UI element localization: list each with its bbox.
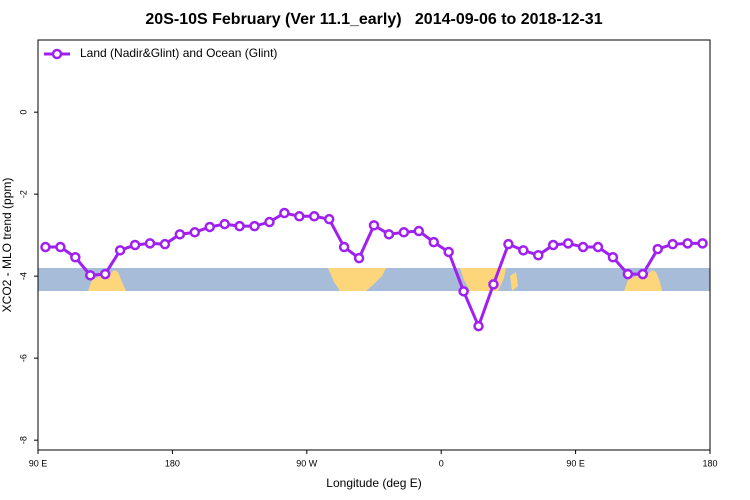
data-point bbox=[70, 252, 81, 263]
data-point bbox=[368, 220, 380, 231]
data-point bbox=[547, 239, 559, 251]
data-point bbox=[503, 238, 514, 250]
data-point bbox=[562, 238, 574, 249]
data-point bbox=[309, 211, 320, 222]
data-point bbox=[458, 286, 469, 297]
data-point bbox=[592, 241, 604, 253]
data-point bbox=[338, 241, 350, 253]
land-region bbox=[328, 268, 386, 291]
data-point bbox=[428, 236, 439, 248]
x-tick-label: 90 W bbox=[296, 458, 318, 468]
data-point bbox=[667, 238, 678, 250]
y-axis-label: XCO2 - MLO trend (ppm) bbox=[0, 178, 14, 313]
data-point bbox=[85, 270, 96, 281]
data-point bbox=[234, 220, 245, 232]
data-point bbox=[443, 246, 454, 258]
land-region bbox=[510, 272, 518, 291]
x-tick-label: 180 bbox=[165, 458, 180, 468]
y-tick-label: 0 bbox=[18, 110, 28, 115]
y-tick-label: -8 bbox=[18, 436, 28, 444]
data-point bbox=[413, 225, 425, 237]
legend-label: Land (Nadir&Glint) and Ocean (Glint) bbox=[80, 46, 277, 60]
data-point bbox=[518, 245, 529, 256]
data-point bbox=[129, 239, 141, 251]
data-point bbox=[294, 211, 305, 222]
x-tick-label: 90 E bbox=[566, 458, 585, 468]
chart-title: 20S-10S February (Ver 11.1_early) 2014-0… bbox=[145, 11, 602, 28]
data-point bbox=[219, 218, 230, 230]
x-tick-label: 90 E bbox=[29, 458, 48, 468]
data-point bbox=[114, 245, 126, 256]
data-point bbox=[533, 250, 544, 261]
data-point bbox=[249, 220, 260, 232]
data-point bbox=[697, 238, 708, 249]
map-strip bbox=[38, 268, 710, 291]
data-point bbox=[652, 243, 663, 255]
y-tick-label: -2 bbox=[18, 190, 28, 198]
y-tick-label: -4 bbox=[18, 272, 28, 280]
data-point bbox=[353, 252, 365, 264]
x-tick-label: 0 bbox=[439, 458, 444, 468]
data-point bbox=[144, 238, 156, 249]
data-point bbox=[174, 229, 186, 240]
data-point bbox=[99, 268, 111, 280]
data-point bbox=[189, 227, 201, 238]
data-point bbox=[383, 229, 395, 240]
land-region bbox=[88, 270, 126, 291]
data-point bbox=[637, 268, 649, 280]
data-point bbox=[488, 279, 499, 290]
data-point bbox=[159, 238, 171, 250]
x-tick-label: 180 bbox=[702, 458, 717, 468]
x-axis-label: Longitude (deg E) bbox=[326, 476, 421, 490]
legend-marker bbox=[51, 48, 63, 60]
data-point bbox=[682, 238, 693, 249]
data-point bbox=[40, 241, 51, 253]
data-point bbox=[55, 241, 66, 253]
data-point bbox=[279, 207, 290, 219]
data-point bbox=[577, 241, 589, 253]
land-region bbox=[624, 270, 662, 291]
y-tick-label: -6 bbox=[18, 354, 28, 362]
plot: 90 E 180 90 W 0 90 E 180 -8 -6 -4 -2 0 Land (Nadir&… bbox=[18, 46, 717, 468]
data-point bbox=[622, 268, 634, 280]
data-point bbox=[473, 320, 484, 332]
data-point bbox=[264, 216, 275, 228]
data-point bbox=[607, 252, 619, 263]
plot-frame bbox=[37, 39, 711, 451]
data-point bbox=[398, 227, 410, 238]
data-point bbox=[323, 213, 335, 225]
data-point bbox=[204, 221, 215, 233]
